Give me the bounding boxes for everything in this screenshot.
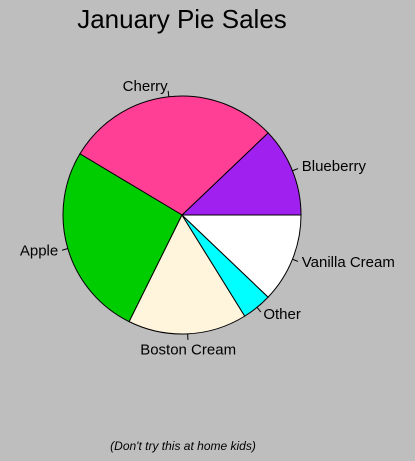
pie-slice-blueberry <box>180 132 302 216</box>
pie-label-tick <box>292 258 299 262</box>
pie-slices <box>62 95 302 335</box>
pie-label: Boston Cream <box>140 341 236 358</box>
pie-label: Vanilla Cream <box>302 254 395 271</box>
pie-label: Blueberry <box>302 158 367 175</box>
pie-label: Other <box>263 306 301 323</box>
pie-label: Apple <box>20 242 58 259</box>
pie-label-tick <box>167 90 170 97</box>
pie-slice-boston-cream <box>128 213 246 335</box>
chart-caption: (Don't try this at home kids) <box>110 439 256 453</box>
pie-slice-apple <box>62 153 183 323</box>
pie-labels: Blueberry Cherry Apple Boston Cream Other Van… <box>20 78 395 358</box>
pie-label-tick <box>61 248 68 251</box>
pie-label-tick <box>292 168 299 172</box>
pie-slice-vanilla-cream <box>180 214 302 298</box>
pie-label: Cherry <box>123 78 169 95</box>
chart-title: January Pie Sales <box>77 4 287 34</box>
pie-label-tick <box>256 307 262 313</box>
pie-slice-cherry <box>79 95 269 216</box>
